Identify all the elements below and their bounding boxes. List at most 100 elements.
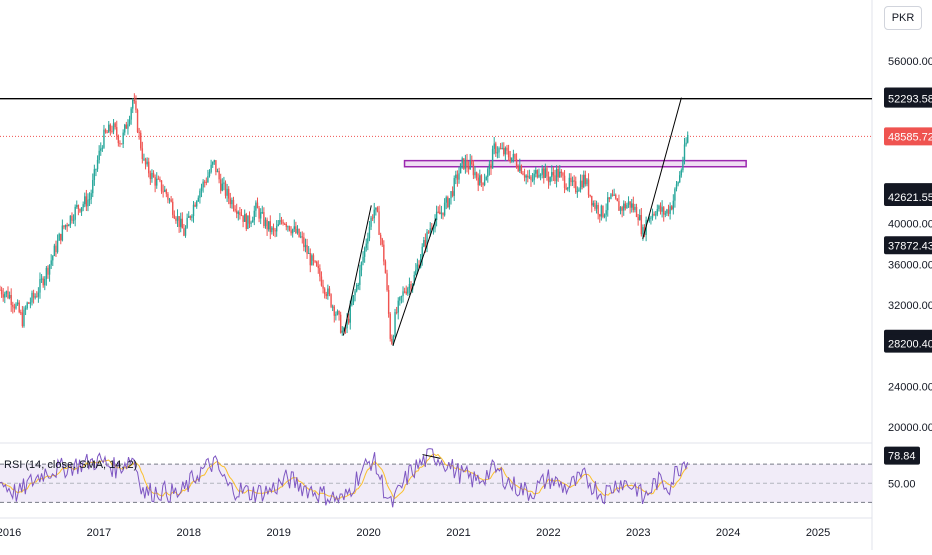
- candle-body: [132, 99, 134, 109]
- candle-body: [148, 161, 150, 174]
- candle-body: [627, 201, 630, 205]
- candle-body: [296, 228, 299, 233]
- candle-body: [40, 278, 43, 280]
- candle-body: [543, 168, 545, 178]
- candle-body: [76, 205, 78, 207]
- candle-body: [101, 147, 104, 149]
- candle-body: [290, 230, 292, 234]
- candle-body: [610, 194, 612, 199]
- candle-body: [287, 226, 289, 228]
- candle-body: [370, 217, 372, 227]
- candle-body: [183, 228, 185, 236]
- candle-body: [320, 276, 323, 286]
- candle-body: [389, 313, 391, 339]
- candle-body: [135, 101, 137, 111]
- currency-label[interactable]: PKR: [884, 6, 922, 30]
- price-tick-label: 32000.00: [888, 300, 932, 312]
- resistance-zone[interactable]: [403, 159, 747, 168]
- horizontal-level-lines[interactable]: [0, 98, 872, 137]
- candle-body: [277, 224, 279, 227]
- candle-body: [549, 177, 551, 183]
- candle-body: [469, 160, 471, 170]
- candle-body: [619, 207, 622, 211]
- candle-body: [677, 182, 679, 185]
- candle-body: [371, 217, 374, 219]
- candle-body: [119, 143, 121, 145]
- candle-body: [64, 224, 67, 228]
- candle-body: [247, 215, 249, 229]
- candle-body: [69, 215, 72, 226]
- candle-body: [8, 295, 11, 299]
- candle-body: [323, 288, 326, 295]
- candle-body: [152, 172, 155, 178]
- candle-body: [437, 211, 439, 213]
- candle-body: [311, 255, 313, 266]
- rsi-tag: 78.84: [888, 451, 916, 463]
- candle-body: [368, 226, 371, 239]
- candle-body: [490, 164, 492, 169]
- candle-body: [613, 194, 615, 196]
- candle-body: [507, 150, 510, 158]
- candle-body: [466, 160, 468, 168]
- candle-body: [197, 197, 200, 202]
- candle-body: [674, 188, 676, 201]
- candle-body: [0, 289, 1, 291]
- candle-body: [592, 203, 595, 206]
- candle-body: [480, 175, 483, 183]
- candle-body: [15, 304, 17, 309]
- candle-body: [512, 154, 515, 158]
- candle-body: [245, 214, 247, 229]
- candle-body: [458, 173, 460, 180]
- candle-body: [423, 239, 425, 247]
- candle-body: [618, 201, 620, 211]
- candle-body: [355, 285, 358, 292]
- trend-line: [642, 97, 682, 240]
- candle-body: [90, 193, 92, 200]
- price-axis[interactable]: 56000.0052512.3552293.5848585.7243104.94…: [884, 56, 932, 490]
- candle-body: [635, 206, 638, 218]
- candle-body: [363, 247, 366, 257]
- candle-body: [395, 312, 398, 314]
- candle-body: [109, 124, 112, 131]
- candle-body: [599, 214, 601, 217]
- candle-body: [37, 292, 40, 297]
- candle-body: [56, 240, 59, 253]
- candle-body: [256, 202, 259, 209]
- candle-body: [499, 148, 502, 150]
- candle-body: [335, 314, 337, 316]
- time-axis[interactable]: 2016 2017 2018 2019 2020 2021 2022 2023 2024 2025: [0, 527, 830, 539]
- candle-body: [186, 217, 188, 228]
- candle-body: [565, 187, 567, 190]
- candle-body: [651, 213, 654, 218]
- candle-body: [623, 203, 625, 211]
- candle-body: [595, 205, 598, 209]
- candle-body: [322, 285, 324, 289]
- candle-body: [279, 220, 281, 225]
- candle-body: [659, 205, 662, 212]
- candle-body: [216, 170, 219, 173]
- candle-body: [602, 205, 604, 217]
- candle-body: [23, 309, 25, 327]
- candle-body: [93, 169, 96, 180]
- candle-body: [205, 181, 208, 183]
- candle-body: [170, 199, 172, 202]
- candle-body: [218, 170, 220, 180]
- candle-body: [21, 312, 24, 327]
- candle-body: [440, 212, 443, 215]
- trend-lines[interactable]: [342, 97, 682, 346]
- candle-body: [272, 227, 275, 231]
- candle-body: [387, 289, 390, 314]
- candle-body: [533, 173, 535, 180]
- candle-body: [120, 143, 123, 145]
- candle-body: [450, 191, 452, 199]
- candle-body: [523, 174, 526, 178]
- candle-body: [47, 267, 49, 275]
- candle-body: [501, 147, 503, 149]
- candle-body: [491, 148, 494, 169]
- candle-body: [130, 108, 132, 120]
- candle-body: [520, 165, 523, 174]
- candle-body: [459, 163, 462, 174]
- candle-body: [455, 174, 457, 179]
